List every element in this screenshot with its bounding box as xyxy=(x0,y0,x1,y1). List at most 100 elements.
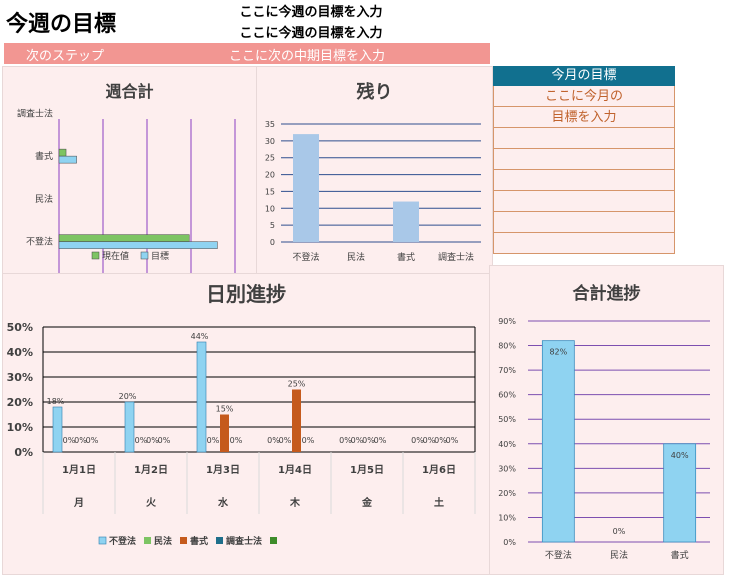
data-label: 82% xyxy=(549,348,567,357)
data-label: 0% xyxy=(446,436,459,445)
data-label: 0% xyxy=(362,436,375,445)
x-category-label: 1月5日 xyxy=(350,464,384,476)
y-tick-label: 0% xyxy=(14,446,33,459)
legend-label: 調査士法 xyxy=(226,535,262,547)
legend-swatch xyxy=(144,537,151,544)
y-tick-label: 0 xyxy=(270,238,275,247)
monthly-goal-row[interactable] xyxy=(493,191,675,212)
y-tick-label: 90% xyxy=(498,317,516,326)
x-category-label: 1月6日 xyxy=(422,464,456,476)
y-category-label: 調査士法 xyxy=(17,107,53,119)
weekly-total-panel: 週合計 050100150200不登法民法書式調査士法現在値目標 xyxy=(2,66,257,275)
data-label: 0% xyxy=(207,436,220,445)
weekly-goal-1[interactable]: ここに今週の目標を入力 xyxy=(239,5,383,20)
data-label: 0% xyxy=(434,436,447,445)
y-tick-label: 10% xyxy=(498,513,516,522)
monthly-goal-row[interactable] xyxy=(493,233,675,254)
legend-label: 書式 xyxy=(190,535,208,547)
y-category-label: 不登法 xyxy=(26,236,53,248)
y-tick-label: 20 xyxy=(265,171,275,180)
data-label: 0% xyxy=(135,436,148,445)
y-tick-label: 25 xyxy=(265,154,275,163)
next-step-label: 次のステップ xyxy=(26,49,105,64)
total-progress-panel: 合計進捗 0% 10% 20% 30% 40% 50% 60% 70% 80% 90% 82% 不登法… xyxy=(489,265,724,575)
x-subcategory-label: 水 xyxy=(217,496,229,509)
x-category-label: 1月2日 xyxy=(134,464,168,476)
y-tick-label: 50% xyxy=(498,415,516,424)
daily-progress-panel: 日別進捗 0% 10% 20% 30% 40% 50% 1月1日月 18% 0% 0% 0% 1月2日… xyxy=(2,273,490,575)
data-label: 15% xyxy=(216,405,234,414)
y-tick-label: 20% xyxy=(7,396,33,409)
bar-target xyxy=(58,241,218,249)
bar-current xyxy=(58,148,67,157)
legend-label: 民法 xyxy=(154,535,172,547)
bar-書式 xyxy=(292,389,301,452)
x-category-label: 民法 xyxy=(347,251,365,263)
monthly-goal-row[interactable] xyxy=(493,170,675,191)
legend-swatch-current xyxy=(91,251,100,260)
weekly-goal-2[interactable]: ここに今週の目標を入力 xyxy=(239,26,383,41)
weekly-total-title: 週合計 xyxy=(105,82,154,101)
data-label: 0% xyxy=(423,436,436,445)
y-tick-label: 30% xyxy=(7,371,33,384)
data-label: 20% xyxy=(119,392,137,401)
bar-total xyxy=(541,340,575,543)
bar-current xyxy=(58,234,190,242)
data-label: 0% xyxy=(339,436,352,445)
legend-label-target: 目標 xyxy=(151,250,169,262)
data-label: 25% xyxy=(288,380,306,389)
data-label: 0% xyxy=(230,436,243,445)
total-progress-title: 合計進捗 xyxy=(572,284,641,304)
data-label: 0% xyxy=(374,436,387,445)
data-label: 0% xyxy=(351,436,364,445)
x-subcategory-label: 金 xyxy=(361,496,373,509)
monthly-goal-row[interactable] xyxy=(493,149,675,170)
data-label: 0% xyxy=(74,436,87,445)
y-tick-label: 30% xyxy=(498,464,516,473)
y-tick-label: 15 xyxy=(265,187,275,196)
x-category-label: 不登法 xyxy=(292,251,319,263)
data-label: 44% xyxy=(191,332,209,341)
x-category-label: 書式 xyxy=(671,549,689,561)
monthly-goal-row[interactable]: 目標を入力 xyxy=(493,107,675,128)
data-label: 40% xyxy=(671,451,689,460)
bar-total xyxy=(663,443,697,543)
remaining-panel: 残り 0 5 10 15 20 25 30 35 不登法 民法 書式 調査士法 xyxy=(256,66,493,275)
monthly-goal-row[interactable]: ここに今月の xyxy=(493,86,675,107)
bar-remaining xyxy=(293,134,319,242)
bar-不登法 xyxy=(124,401,135,453)
y-tick-label: 30 xyxy=(265,137,275,146)
legend-swatch xyxy=(180,537,187,544)
remaining-title: 残り xyxy=(356,82,393,103)
data-label: 18% xyxy=(47,397,65,406)
y-category-label: 民法 xyxy=(35,193,53,205)
data-label: 0% xyxy=(63,436,76,445)
y-tick-label: 50% xyxy=(7,321,33,334)
bar-書式 xyxy=(220,414,229,452)
data-label: 0% xyxy=(302,436,315,445)
legend-swatch-target xyxy=(140,251,149,260)
next-step-bar: 次のステップ ここに次の中期目標を入力 xyxy=(4,43,490,64)
bar-target xyxy=(58,155,77,164)
y-tick-label: 40% xyxy=(498,440,516,449)
x-category-label: 民法 xyxy=(610,549,628,561)
x-subcategory-label: 月 xyxy=(73,497,84,509)
y-tick-label: 35 xyxy=(265,120,275,129)
total-progress-chart: 0% 10% 20% 30% 40% 50% 60% 70% 80% 90% 82% 不登法 0% 民法 4… xyxy=(498,317,710,561)
remaining-chart: 0 5 10 15 20 25 30 35 不登法 民法 書式 調査士法 xyxy=(265,120,481,263)
next-step-value[interactable]: ここに次の中期目標を入力 xyxy=(229,49,386,64)
bar-不登法 xyxy=(196,341,207,453)
y-tick-label: 5 xyxy=(270,221,275,230)
weekly-total-chart: 050100150200不登法民法書式調査士法現在値目標 xyxy=(17,107,236,274)
data-label: 0% xyxy=(411,436,424,445)
y-tick-label: 40% xyxy=(7,346,33,359)
y-tick-label: 10 xyxy=(265,204,275,213)
data-label: 0% xyxy=(279,436,292,445)
monthly-goal-row[interactable] xyxy=(493,128,675,149)
x-category-label: 1月4日 xyxy=(278,464,312,476)
monthly-goal-header: 今月の目標 xyxy=(493,66,675,86)
monthly-goal-row[interactable] xyxy=(493,212,675,233)
bar-不登法 xyxy=(52,406,63,453)
page-title: 今週の目標 xyxy=(6,12,117,37)
legend-swatch xyxy=(98,536,107,545)
